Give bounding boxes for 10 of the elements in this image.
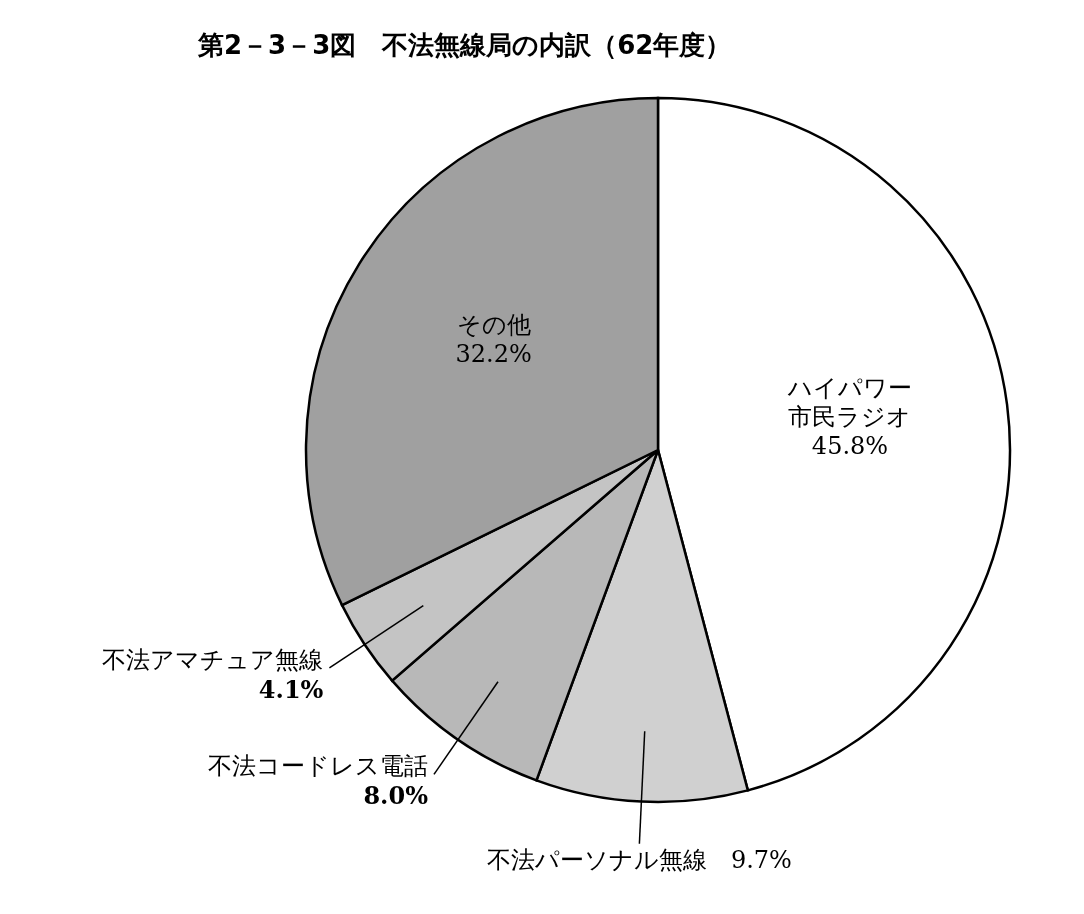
slice-label: 不法コードレス電話 — [207, 752, 428, 781]
slice-label: その他 — [456, 311, 531, 340]
data-label: 8.0% — [363, 781, 429, 811]
slice-label: 不法パーソナル無線 9.7% — [486, 845, 792, 874]
chart-title: 第2－3－3図 不法無線局の内訳（62年度） — [197, 29, 733, 62]
data-label: 32.2% — [455, 340, 532, 369]
slice-label: 不法アマチュア無線 — [102, 645, 324, 674]
data-label: 4.1% — [258, 674, 324, 704]
slice-label: ハイパワー市民ラジオ — [786, 374, 912, 432]
data-label: 45.8% — [811, 431, 889, 460]
